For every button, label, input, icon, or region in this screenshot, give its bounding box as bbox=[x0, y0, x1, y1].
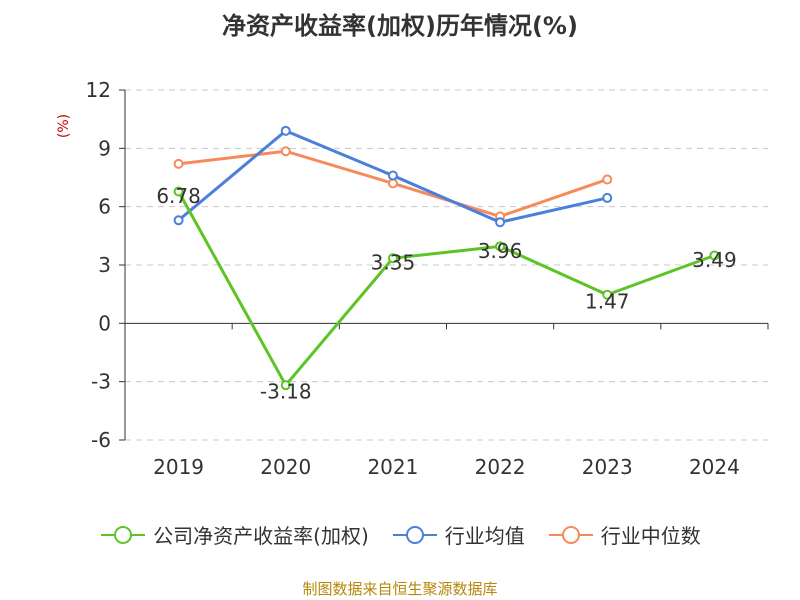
data-point bbox=[602, 192, 613, 203]
legend-marker-icon bbox=[392, 525, 437, 544]
data-point bbox=[173, 215, 184, 226]
data-point bbox=[495, 241, 506, 252]
y-axis-label: (%) bbox=[56, 114, 72, 138]
y-tick-label: 9 bbox=[98, 136, 111, 160]
x-tick-label: 2019 bbox=[153, 455, 204, 479]
x-tick-label: 2024 bbox=[689, 455, 740, 479]
x-tick-label: 2021 bbox=[367, 455, 418, 479]
y-tick-label: 0 bbox=[98, 311, 111, 335]
y-tick-label: -3 bbox=[91, 370, 111, 394]
y-tick-label: -6 bbox=[91, 428, 111, 452]
data-label: 3.96 bbox=[478, 239, 523, 263]
data-label: -3.18 bbox=[260, 380, 312, 404]
data-point bbox=[602, 289, 613, 300]
data-point bbox=[602, 174, 613, 185]
data-point bbox=[173, 186, 184, 197]
legend-marker-icon bbox=[101, 525, 146, 544]
legend-item[interactable]: 公司净资产收益率(加权) bbox=[99, 520, 369, 549]
data-point bbox=[280, 125, 291, 136]
data-point bbox=[173, 158, 184, 169]
chart-title: 净资产收益率(加权)历年情况(%) bbox=[222, 12, 578, 40]
data-point bbox=[387, 253, 398, 264]
data-label: 3.49 bbox=[692, 248, 737, 272]
data-point bbox=[495, 217, 506, 228]
legend-label: 行业中位数 bbox=[600, 524, 701, 548]
x-tick-label: 2023 bbox=[582, 455, 633, 479]
data-point bbox=[387, 170, 398, 181]
x-tick-label: 2022 bbox=[475, 455, 526, 479]
series-line bbox=[177, 190, 715, 387]
data-point bbox=[280, 380, 291, 391]
series-layer bbox=[173, 125, 720, 391]
legend-label: 行业均值 bbox=[444, 524, 525, 548]
data-label-layer: 6.78 -3.18 3.35 3.96 1.47 3.49 bbox=[156, 184, 736, 404]
legend-marker-icon bbox=[548, 525, 593, 544]
legend-item[interactable]: 行业均值 bbox=[391, 520, 525, 549]
data-point bbox=[709, 250, 720, 261]
legend: 公司净资产收益率(加权) 行业均值 行业中位数 bbox=[0, 520, 800, 549]
y-tick-label: 12 bbox=[86, 78, 111, 102]
y-tick-label: 6 bbox=[98, 195, 111, 219]
x-tick-label: 2020 bbox=[260, 455, 311, 479]
data-label: 1.47 bbox=[585, 289, 630, 313]
axis-layer: 12 9 6 3 0 -3 -6 (%) 2019 2020 2021 2022 2023 2024 bbox=[56, 78, 769, 479]
source-note: 制图数据来自恒生聚源数据库 bbox=[302, 580, 498, 598]
data-point bbox=[280, 146, 291, 157]
y-tick-label: 3 bbox=[98, 253, 111, 277]
data-label: 6.78 bbox=[156, 184, 201, 208]
grid-layer bbox=[125, 89, 768, 441]
legend-label: 公司净资产收益率(加权) bbox=[153, 524, 369, 548]
data-label: 3.35 bbox=[371, 251, 416, 275]
legend-item[interactable]: 行业中位数 bbox=[547, 520, 701, 549]
